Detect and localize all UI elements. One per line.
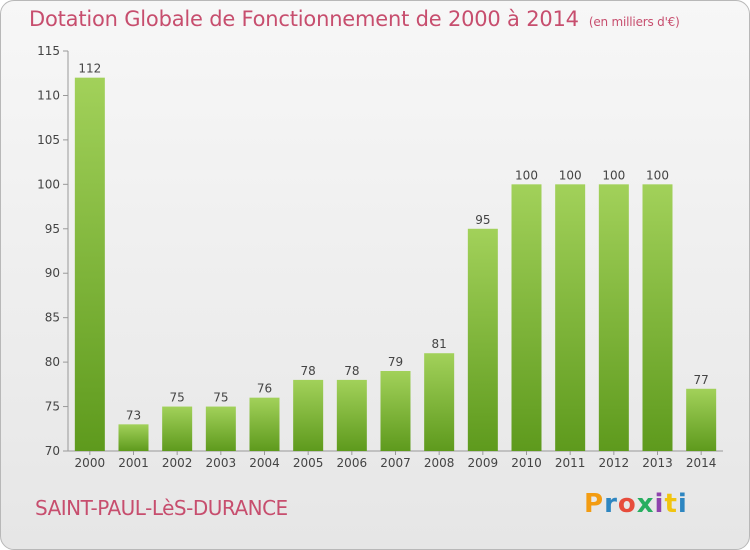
axes: 70 75 80 85 90 95 100 105 110 115 bbox=[37, 44, 723, 458]
bar bbox=[424, 353, 455, 451]
x-tick-label: 2012 bbox=[599, 456, 630, 470]
y-tick-label: 85 bbox=[45, 311, 60, 325]
x-tick-label: 2003 bbox=[206, 456, 237, 470]
bar-value-label: 100 bbox=[646, 168, 669, 182]
bar bbox=[336, 379, 367, 451]
bar-value-label: 73 bbox=[126, 408, 141, 422]
y-tick-label: 105 bbox=[37, 133, 60, 147]
bar-value-label: 78 bbox=[301, 364, 316, 378]
y-tick-label: 75 bbox=[45, 400, 60, 414]
logo-letter: o bbox=[617, 489, 637, 519]
bar bbox=[249, 397, 280, 451]
y-tick-label: 110 bbox=[37, 88, 60, 102]
bar-value-label: 77 bbox=[694, 373, 709, 387]
bar-value-label: 76 bbox=[257, 382, 272, 396]
bar bbox=[118, 424, 149, 451]
bar-value-label: 75 bbox=[170, 391, 185, 405]
bar-value-label: 100 bbox=[602, 168, 625, 182]
bar-value-label: 100 bbox=[559, 168, 582, 182]
bar-value-label: 112 bbox=[78, 62, 101, 76]
chart-title-text: Dotation Globale de Fonctionnement de 20… bbox=[29, 7, 579, 31]
x-tick-label: 2011 bbox=[555, 456, 586, 470]
x-tick-label: 2001 bbox=[118, 456, 149, 470]
bar-value-label: 100 bbox=[515, 168, 538, 182]
x-tick-label: 2002 bbox=[162, 456, 193, 470]
bar bbox=[467, 228, 498, 451]
logo-letter: r bbox=[604, 489, 618, 519]
chart-title: Dotation Globale de Fonctionnement de 20… bbox=[29, 7, 680, 31]
bar bbox=[686, 388, 717, 451]
x-tick-label: 2009 bbox=[468, 456, 499, 470]
bar-value-label: 81 bbox=[432, 337, 447, 351]
bar-value-label: 79 bbox=[388, 355, 403, 369]
y-tick-label: 70 bbox=[45, 444, 60, 458]
bar-value-label: 75 bbox=[213, 391, 228, 405]
y-tick-label: 80 bbox=[45, 355, 60, 369]
proxiti-logo[interactable]: Proxiti bbox=[584, 489, 688, 519]
logo-letter: t bbox=[664, 489, 678, 519]
bar bbox=[380, 371, 411, 451]
bar bbox=[598, 184, 629, 452]
bars-group bbox=[74, 77, 717, 452]
labels-group: 112 2000 73 2001 75 2002 75 2003 76 2004 78 2005 78 2… bbox=[75, 62, 717, 470]
x-tick-label: 2000 bbox=[75, 456, 106, 470]
bar bbox=[511, 184, 542, 452]
y-tick-label: 115 bbox=[37, 44, 60, 58]
x-tick-label: 2013 bbox=[642, 456, 673, 470]
x-tick-label: 2005 bbox=[293, 456, 324, 470]
logo-letter: x bbox=[636, 489, 655, 519]
logo-letter: P bbox=[584, 489, 605, 519]
x-tick-label: 2008 bbox=[424, 456, 455, 470]
x-tick-label: 2006 bbox=[337, 456, 368, 470]
bar bbox=[74, 77, 105, 452]
y-tick-label: 100 bbox=[37, 177, 60, 191]
x-tick-label: 2004 bbox=[249, 456, 280, 470]
x-tick-label: 2010 bbox=[511, 456, 542, 470]
commune-name: SAINT-PAUL-LèS-DURANCE bbox=[35, 496, 288, 520]
bar-value-label: 95 bbox=[475, 213, 490, 227]
logo-letter: i bbox=[677, 489, 688, 519]
bar bbox=[293, 379, 324, 451]
x-tick-label: 2014 bbox=[686, 456, 717, 470]
x-tick-label: 2007 bbox=[380, 456, 411, 470]
bar-value-label: 78 bbox=[344, 364, 359, 378]
bar bbox=[205, 406, 236, 451]
bar bbox=[555, 184, 586, 452]
bar bbox=[642, 184, 673, 452]
logo-letter: i bbox=[654, 489, 665, 519]
bar bbox=[162, 406, 193, 451]
y-tick-label: 95 bbox=[45, 222, 60, 236]
y-tick-label: 90 bbox=[45, 266, 60, 280]
chart-subtitle: (en milliers d'€) bbox=[588, 15, 680, 29]
